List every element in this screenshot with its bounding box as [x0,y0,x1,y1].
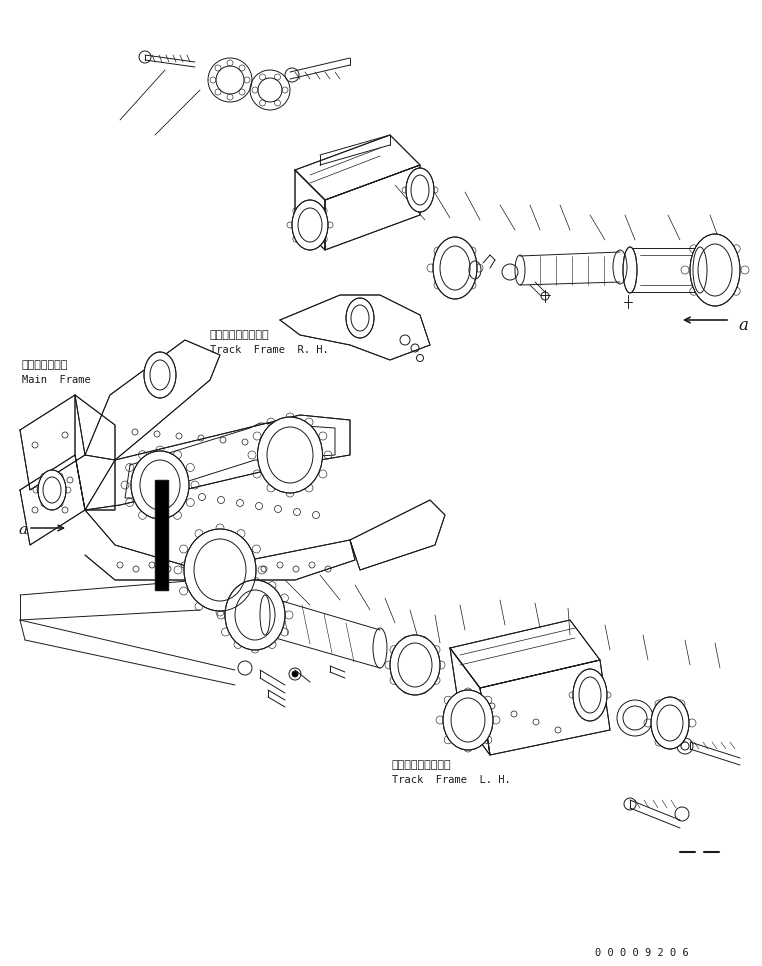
Text: トラックフレーム左: トラックフレーム左 [392,760,452,770]
Ellipse shape [184,529,256,611]
Polygon shape [280,295,430,360]
Polygon shape [450,648,490,755]
Text: a: a [738,318,748,334]
Ellipse shape [573,669,607,721]
Circle shape [292,671,298,677]
Ellipse shape [131,451,189,519]
Text: a: a [18,523,27,537]
Polygon shape [85,415,350,510]
Text: Track  Frame  R. H.: Track Frame R. H. [210,345,328,355]
Text: 0 0 0 0 9 2 0 6: 0 0 0 0 9 2 0 6 [595,948,689,958]
Circle shape [681,742,689,750]
Polygon shape [155,480,168,590]
Polygon shape [295,135,420,200]
Ellipse shape [443,690,493,750]
Ellipse shape [433,237,477,299]
Ellipse shape [651,697,689,749]
Ellipse shape [690,234,740,306]
Ellipse shape [292,200,328,250]
Polygon shape [480,660,610,755]
Polygon shape [450,620,600,688]
Text: トラックフレーム右: トラックフレーム右 [210,330,270,340]
Ellipse shape [225,580,285,650]
Text: Main  Frame: Main Frame [22,375,91,385]
Polygon shape [85,510,355,580]
Polygon shape [325,165,420,250]
Polygon shape [75,395,115,510]
Ellipse shape [144,352,176,398]
Ellipse shape [406,168,434,212]
Text: Track  Frame  L. H.: Track Frame L. H. [392,775,511,785]
Ellipse shape [38,470,66,510]
Polygon shape [20,455,85,545]
Polygon shape [295,170,325,250]
Ellipse shape [623,247,637,293]
Text: メインフレーム: メインフレーム [22,360,69,370]
Ellipse shape [258,417,322,493]
Ellipse shape [346,298,374,338]
Polygon shape [85,340,220,460]
Polygon shape [20,395,85,490]
Ellipse shape [390,635,440,695]
Polygon shape [350,500,445,570]
Ellipse shape [693,247,707,293]
